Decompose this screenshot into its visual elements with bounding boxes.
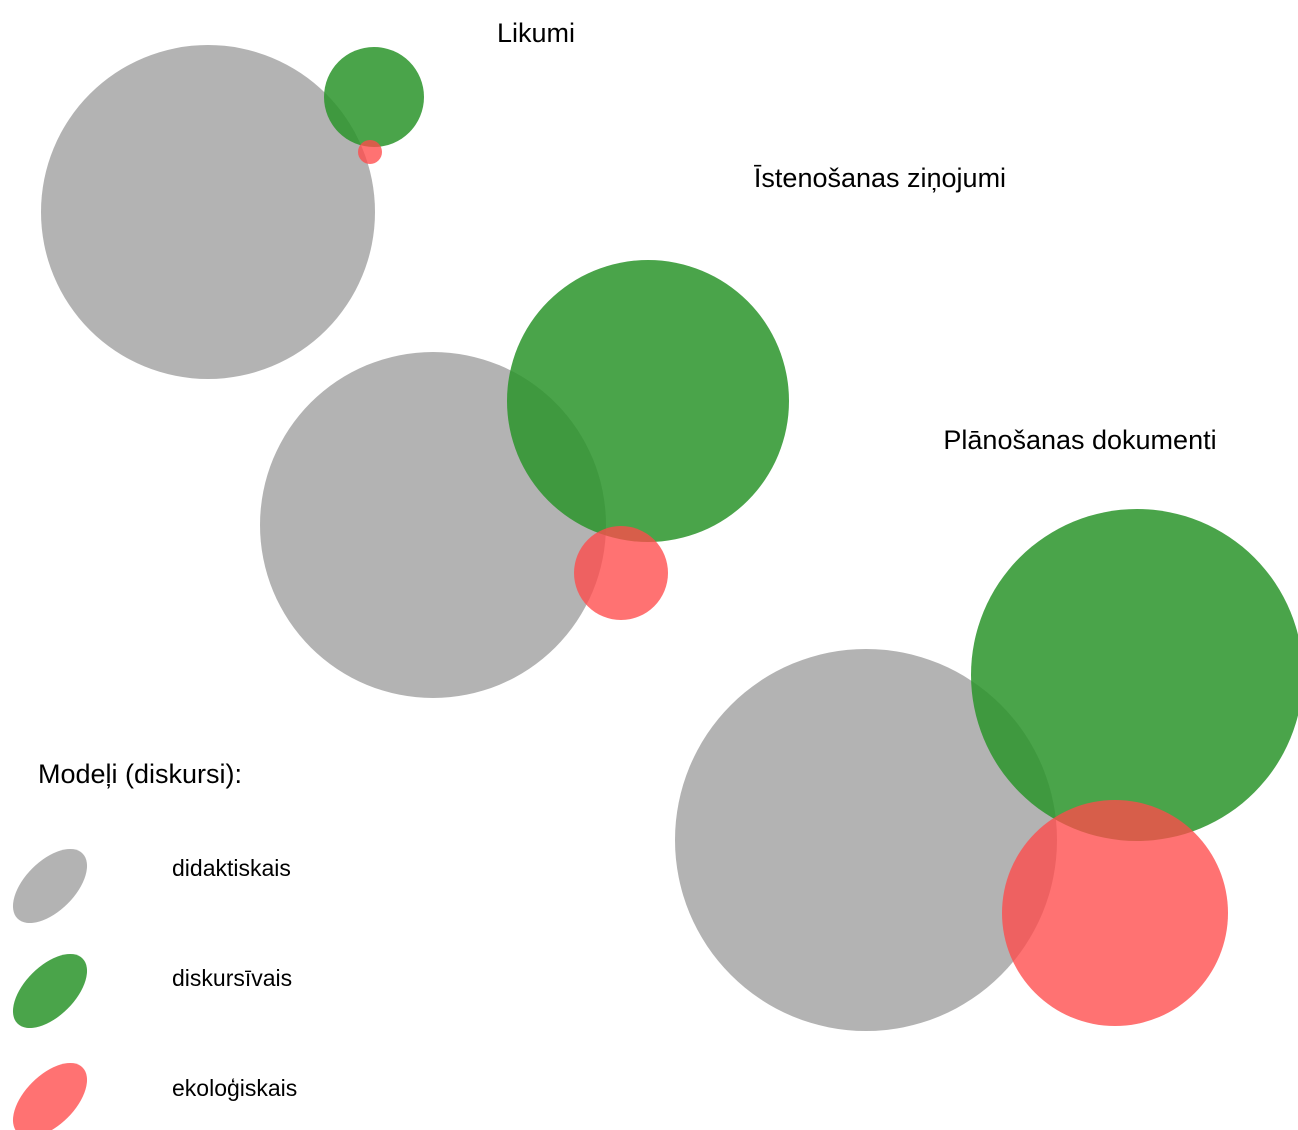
legend-swatch — [12, 953, 88, 1029]
circle-discursive — [971, 509, 1298, 841]
circle-ecological — [1002, 800, 1228, 1026]
legend-label: diskursīvais — [172, 965, 292, 991]
circle-ecological — [358, 140, 382, 164]
circle-didactic — [41, 45, 375, 379]
group-title: Plānošanas dokumenti — [943, 425, 1216, 455]
circle-discursive — [507, 260, 789, 542]
legend-swatch — [12, 1062, 88, 1130]
group-title: Īstenošanas ziņojumi — [754, 163, 1006, 193]
legend-label: ekoloģiskais — [172, 1075, 297, 1101]
legend-swatch — [12, 848, 88, 924]
circle-ecological — [574, 526, 668, 620]
legend-label: didaktiskais — [172, 855, 291, 881]
circle-didactic — [675, 649, 1057, 1031]
circle-discursive — [324, 47, 424, 147]
group-title: Likumi — [497, 18, 575, 48]
legend-title: Modeļi (diskursi): — [38, 759, 242, 789]
